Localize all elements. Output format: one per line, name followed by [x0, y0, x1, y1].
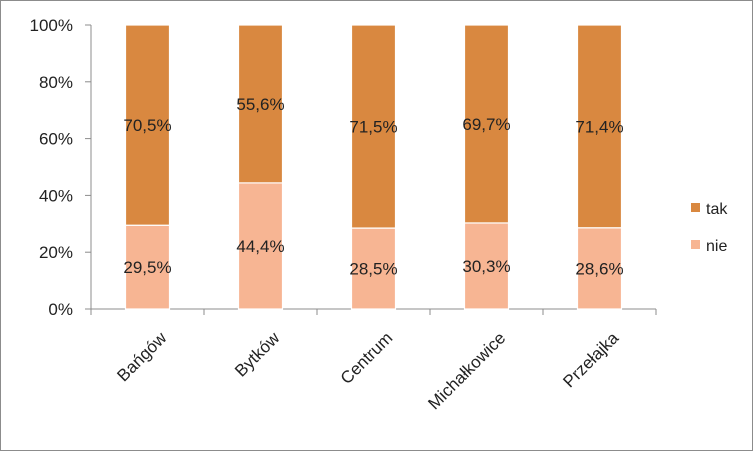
- bar-tak: [463, 24, 510, 224]
- bar-nie: [576, 227, 623, 310]
- x-tick-label: Bańgów: [113, 328, 170, 385]
- data-label-tak: 55,6%: [236, 95, 284, 114]
- y-tick-label: 80%: [39, 73, 73, 92]
- x-tick-label: Michałkowice: [424, 328, 509, 413]
- axes: 0% 20% 40% 60% 80% 100% Bańgów Bytków Centrum Mic…: [30, 16, 657, 413]
- data-label-nie: 29,5%: [123, 258, 171, 277]
- data-label-tak: 69,7%: [462, 115, 510, 134]
- data-label-tak: 71,5%: [349, 118, 397, 137]
- legend-swatch-nie: [691, 240, 700, 249]
- bar-tak: [350, 24, 397, 229]
- data-label-nie: 30,3%: [462, 257, 510, 276]
- x-tick-label: Bytków: [231, 328, 284, 381]
- data-label-nie: 44,4%: [236, 237, 284, 256]
- data-label-nie: 28,6%: [575, 259, 623, 278]
- y-tick-label: 60%: [39, 130, 73, 149]
- y-tick-label: 20%: [39, 243, 73, 262]
- bar-nie: [350, 227, 397, 310]
- data-label-tak: 71,4%: [575, 117, 623, 136]
- legend-label-tak: tak: [706, 201, 728, 218]
- y-tick-label: 100%: [30, 16, 73, 35]
- bar-tak: [576, 24, 623, 229]
- bar-tak: [237, 24, 284, 184]
- x-tick-label: Centrum: [337, 328, 397, 388]
- data-label-nie: 28,5%: [349, 260, 397, 279]
- bars: [124, 24, 623, 310]
- legend-label-nie: nie: [706, 238, 727, 255]
- bar-nie: [463, 222, 510, 310]
- bar-nie: [124, 224, 171, 310]
- data-labels: 29,5% 70,5% 44,4% 55,6% 28,5% 71,5% 30,3% 69,7%…: [123, 95, 623, 279]
- y-tick-label: 40%: [39, 186, 73, 205]
- legend: tak nie: [691, 201, 728, 255]
- y-tick-label: 0%: [48, 300, 73, 319]
- legend-swatch-tak: [691, 203, 700, 212]
- data-label-tak: 70,5%: [123, 116, 171, 135]
- x-tick-label: Przełajka: [559, 328, 622, 391]
- bar-nie: [237, 182, 284, 310]
- bar-tak: [124, 24, 171, 226]
